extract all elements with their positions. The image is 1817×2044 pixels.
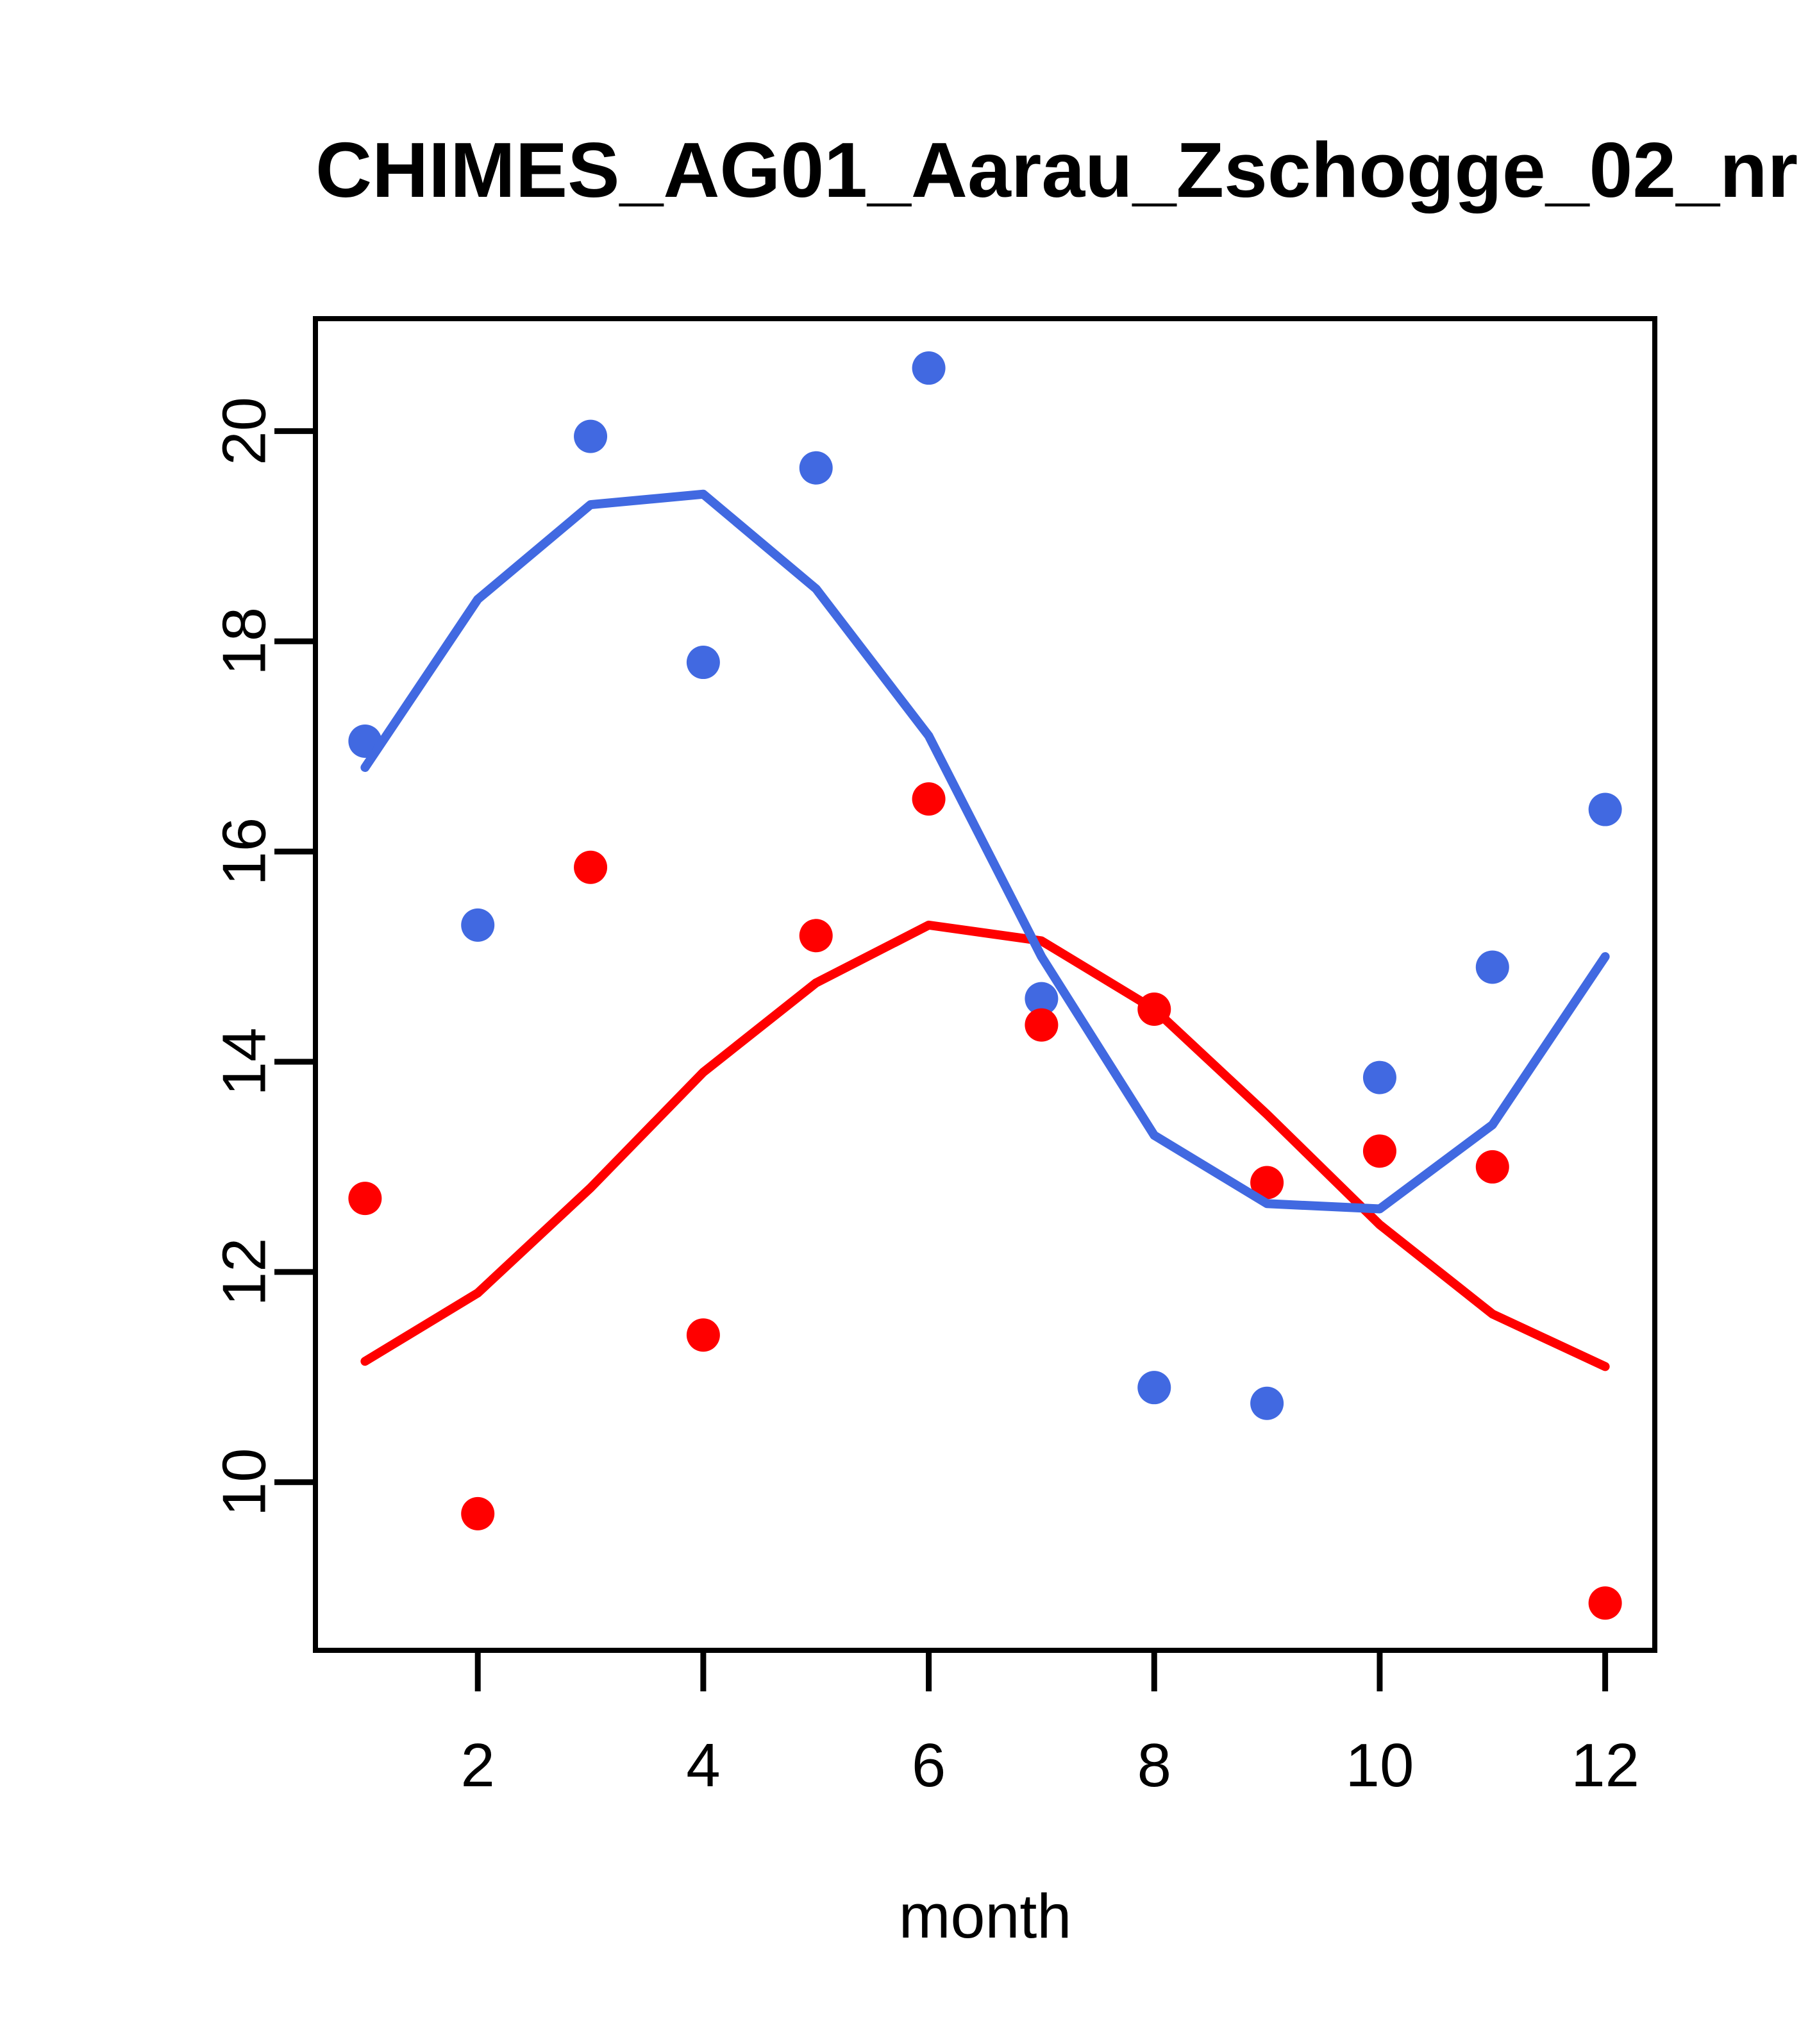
data-point-red-m6	[912, 782, 946, 816]
data-point-blue-m4	[686, 646, 720, 680]
x-axis-label: month	[898, 1881, 1072, 1951]
data-point-blue-m3	[574, 419, 608, 453]
chart-title: CHIMES_AG01_Aarau_Zschogge_02_nr	[315, 126, 1798, 214]
y-tick-label: 14	[210, 1028, 279, 1096]
y-tick-label: 18	[210, 607, 279, 676]
data-point-blue-m5	[799, 451, 833, 485]
data-point-blue-m12	[1588, 792, 1622, 826]
x-tick-label: 12	[1571, 1731, 1639, 1800]
data-point-red-m1	[348, 1182, 382, 1216]
data-point-blue-m11	[1475, 950, 1509, 984]
data-point-blue-m9	[1250, 1386, 1284, 1420]
y-tick-label: 16	[210, 817, 279, 886]
data-point-red-m12	[1588, 1586, 1622, 1620]
data-point-blue-m2	[461, 908, 495, 942]
data-point-red-m9	[1250, 1166, 1284, 1200]
y-tick-label: 12	[210, 1237, 279, 1306]
data-point-red-m3	[574, 850, 608, 884]
data-point-red-m5	[799, 919, 833, 953]
data-point-red-m2	[461, 1496, 495, 1530]
x-tick-label: 2	[461, 1731, 495, 1800]
data-point-blue-m7	[1025, 982, 1059, 1016]
blue-smooth-line	[360, 489, 1610, 1214]
data-point-red-m10	[1362, 1134, 1396, 1168]
data-point-red-m11	[1475, 1150, 1509, 1184]
data-point-blue-m10	[1362, 1060, 1396, 1094]
data-point-blue-m6	[912, 351, 946, 385]
data-point-red-m4	[686, 1318, 720, 1352]
red-smooth-line	[360, 920, 1610, 1371]
data-point-blue-m8	[1137, 1371, 1171, 1405]
x-tick-label: 10	[1346, 1731, 1414, 1800]
y-tick-label: 10	[210, 1448, 279, 1516]
data-point-red-m7	[1025, 1008, 1059, 1042]
plot-box	[313, 316, 1657, 1653]
y-tick-label: 20	[210, 397, 279, 465]
x-tick-label: 8	[1137, 1731, 1171, 1800]
x-tick-label: 4	[686, 1731, 720, 1800]
x-tick-label: 6	[912, 1731, 946, 1800]
